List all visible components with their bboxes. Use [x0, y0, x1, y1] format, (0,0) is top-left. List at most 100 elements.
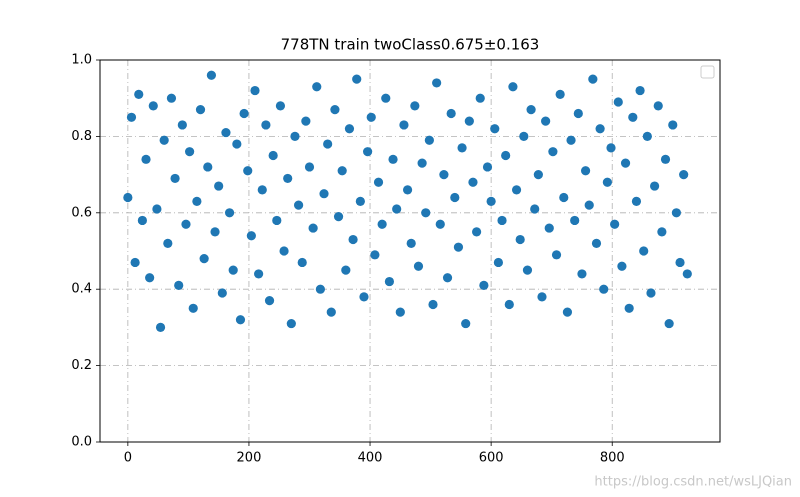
point — [377, 219, 387, 229]
point — [533, 170, 543, 180]
point — [254, 269, 264, 279]
point — [297, 257, 307, 268]
point — [148, 101, 158, 111]
point — [682, 269, 692, 279]
point — [257, 185, 267, 195]
point — [588, 74, 598, 84]
point — [126, 112, 137, 122]
point — [134, 89, 144, 99]
point — [468, 177, 478, 187]
point — [606, 143, 616, 153]
point — [501, 150, 511, 161]
point — [344, 124, 355, 134]
point — [461, 318, 471, 329]
point — [548, 147, 558, 157]
point — [497, 215, 507, 226]
point — [301, 116, 311, 126]
point — [315, 284, 325, 294]
point — [519, 131, 529, 141]
point — [668, 120, 678, 130]
point — [610, 219, 620, 229]
point — [566, 135, 576, 145]
point — [482, 162, 493, 172]
point — [381, 93, 391, 103]
y-tick-label: 0.0 — [71, 435, 92, 450]
point — [399, 120, 409, 130]
point — [123, 192, 133, 203]
point — [602, 177, 612, 187]
point — [413, 261, 424, 271]
point — [442, 273, 453, 283]
point — [232, 139, 242, 149]
point — [352, 74, 362, 84]
point — [526, 105, 536, 115]
point — [228, 265, 238, 275]
point — [675, 257, 685, 268]
point — [595, 124, 605, 134]
point — [177, 120, 187, 130]
point — [243, 166, 253, 176]
x-tick-label: 0 — [124, 451, 132, 466]
point — [457, 143, 467, 153]
point — [195, 105, 206, 115]
point — [174, 280, 184, 290]
point — [239, 108, 249, 119]
point — [323, 139, 333, 149]
point — [642, 131, 652, 141]
y-tick-label: 0.6 — [71, 205, 92, 220]
point — [308, 223, 318, 233]
point — [417, 158, 427, 168]
point — [511, 185, 522, 195]
point — [217, 288, 227, 298]
point — [504, 299, 514, 310]
point — [657, 227, 667, 237]
point — [304, 162, 315, 172]
point — [570, 215, 580, 226]
point — [650, 181, 660, 191]
point — [660, 154, 671, 164]
point — [155, 322, 166, 332]
x-tick-label: 800 — [600, 451, 625, 466]
point — [261, 120, 271, 130]
point — [359, 292, 369, 302]
y-tick-label: 0.4 — [71, 282, 92, 297]
point — [214, 181, 224, 191]
point — [384, 276, 395, 287]
plot-frame — [99, 59, 721, 443]
point — [424, 135, 434, 145]
point — [591, 238, 602, 248]
point — [450, 192, 460, 203]
point — [580, 166, 591, 176]
point — [333, 212, 344, 222]
point — [402, 185, 413, 195]
point — [264, 296, 275, 306]
point — [631, 196, 642, 206]
point — [530, 204, 540, 214]
point — [421, 208, 431, 218]
point — [555, 89, 565, 99]
point — [671, 208, 682, 218]
x-tick-label: 200 — [237, 451, 262, 466]
point — [319, 189, 329, 199]
point — [206, 70, 217, 80]
point — [635, 85, 645, 96]
point — [508, 82, 518, 92]
point — [432, 78, 442, 88]
point — [388, 154, 398, 164]
point — [493, 257, 503, 268]
point — [268, 150, 278, 161]
point — [286, 318, 296, 329]
point — [653, 101, 663, 111]
point — [562, 307, 573, 317]
point — [559, 192, 569, 203]
point — [185, 147, 195, 157]
point — [221, 127, 231, 138]
point — [275, 101, 286, 111]
chart-title: 778TN train twoClass0.675±0.163 — [281, 36, 540, 54]
point — [628, 112, 638, 122]
point — [620, 158, 631, 168]
point — [348, 234, 358, 245]
point — [181, 219, 191, 229]
point — [490, 124, 500, 134]
point — [141, 154, 151, 164]
